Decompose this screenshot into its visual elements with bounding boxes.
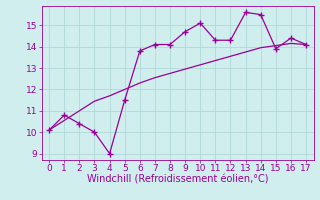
X-axis label: Windchill (Refroidissement éolien,°C): Windchill (Refroidissement éolien,°C) xyxy=(87,175,268,185)
